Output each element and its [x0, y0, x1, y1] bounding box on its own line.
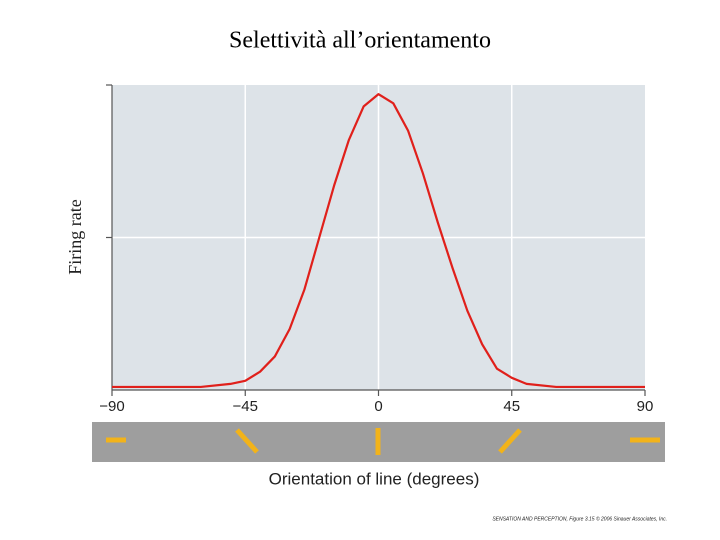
x-tick-label: 45 — [503, 398, 520, 415]
icon — [498, 428, 522, 454]
credit: SENSATION AND PERCEPTION, Figure 3.15 © … — [492, 515, 667, 522]
chart-title: Selettività all’orientamento — [229, 28, 491, 54]
x-tick-label: −45 — [233, 398, 258, 415]
grid — [112, 85, 645, 390]
orientation-icons — [106, 428, 660, 455]
x-tick-label: 0 — [374, 398, 382, 415]
x-tick-label: −90 — [99, 398, 124, 415]
y-axis-label: Firing rate — [65, 199, 85, 274]
line-series — [112, 93, 645, 389]
x-tick-label: 90 — [637, 398, 654, 415]
x-axis-label: Orientation of line (degrees) — [269, 469, 480, 488]
icon — [235, 428, 259, 454]
